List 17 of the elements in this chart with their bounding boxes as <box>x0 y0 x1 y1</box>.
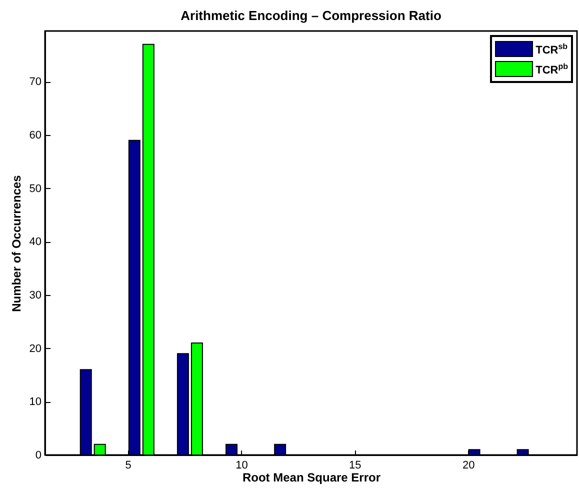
y-tick-label: 0 <box>35 450 42 462</box>
chart-title: Arithmetic Encoding – Compression Ratio <box>180 8 442 23</box>
x-tick-label: 10 <box>236 460 248 472</box>
y-axis-title: Number of Occurrences <box>9 174 24 312</box>
y-tick-label: 10 <box>29 396 42 408</box>
x-tick-label: 5 <box>125 460 132 472</box>
x-tick-label: 15 <box>349 460 362 472</box>
x-tick-label: 20 <box>462 460 475 472</box>
y-tick-label: 30 <box>29 290 42 302</box>
y-tick-label: 50 <box>29 182 42 195</box>
y-tick-label: 60 <box>29 130 42 142</box>
x-axis-title: Root Mean Square Error <box>242 470 381 484</box>
y-tick-label: 70 <box>29 76 42 88</box>
legend-label: TCR$^{sb}$ <box>536 42 568 56</box>
y-tick-label: 20 <box>29 342 42 355</box>
legend-label: TCR$^{pb}$ <box>536 62 568 76</box>
y-tick-label: 40 <box>29 236 42 248</box>
